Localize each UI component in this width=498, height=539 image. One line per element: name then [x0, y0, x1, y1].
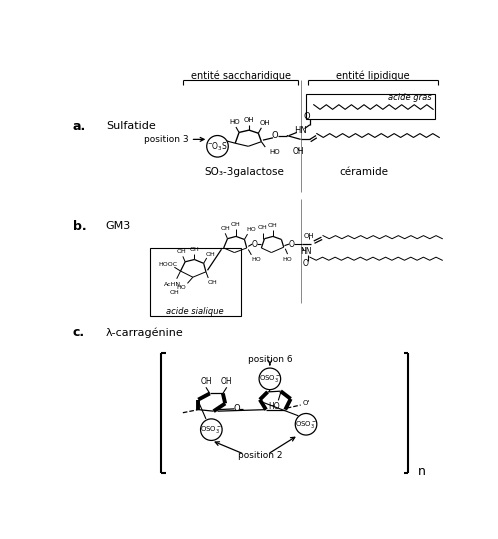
Text: OH: OH: [190, 247, 199, 252]
Text: n: n: [418, 465, 426, 478]
Text: céramide: céramide: [339, 168, 388, 177]
Text: HO: HO: [247, 227, 256, 232]
Text: position 2: position 2: [238, 451, 282, 460]
Text: OH: OH: [292, 147, 304, 156]
Text: OH: OH: [304, 233, 314, 239]
Text: HO: HO: [176, 285, 186, 289]
Text: λ-carragénine: λ-carragénine: [106, 327, 184, 338]
Text: entité lipidique: entité lipidique: [336, 70, 410, 81]
Text: O': O': [302, 400, 309, 406]
Text: c.: c.: [73, 326, 85, 339]
Text: HO: HO: [268, 402, 280, 411]
Text: a.: a.: [73, 120, 86, 133]
Text: Sulfatide: Sulfatide: [106, 121, 155, 132]
Text: OH: OH: [244, 117, 254, 123]
Text: position 6: position 6: [248, 355, 292, 364]
Text: HN: HN: [300, 247, 312, 256]
Text: OH: OH: [169, 290, 179, 295]
Circle shape: [295, 413, 317, 435]
Text: acide gras: acide gras: [388, 93, 432, 102]
Text: SO₃-3galactose: SO₃-3galactose: [205, 168, 284, 177]
Text: O: O: [234, 404, 240, 413]
Text: OH: OH: [259, 120, 270, 126]
Text: OH: OH: [200, 377, 212, 385]
Text: OH: OH: [207, 280, 217, 285]
Text: position 3: position 3: [143, 135, 188, 144]
Text: OH: OH: [220, 226, 230, 231]
Circle shape: [259, 368, 281, 390]
Text: HN: HN: [294, 126, 307, 135]
Text: HO: HO: [251, 257, 261, 262]
Text: HO: HO: [229, 120, 240, 126]
Text: O: O: [288, 240, 294, 248]
Text: $\mathregular{OSO_3^-}$: $\mathregular{OSO_3^-}$: [259, 374, 281, 384]
Text: OH: OH: [268, 223, 278, 228]
Text: acide sialique: acide sialique: [165, 307, 223, 315]
Text: OH: OH: [258, 225, 268, 230]
Text: O: O: [272, 131, 278, 140]
Text: OH: OH: [231, 223, 241, 227]
Text: entité saccharidique: entité saccharidique: [191, 70, 291, 81]
Text: GM3: GM3: [106, 222, 131, 231]
Circle shape: [201, 419, 222, 440]
Text: HO: HO: [269, 149, 280, 155]
Text: $\mathregular{^{-}O_3S}$: $\mathregular{^{-}O_3S}$: [207, 140, 228, 153]
Text: AcHN: AcHN: [164, 282, 181, 287]
Text: OH: OH: [221, 377, 233, 385]
Text: HOOC: HOOC: [158, 262, 177, 267]
Bar: [306, 94, 435, 119]
Text: O: O: [303, 112, 310, 121]
Text: O: O: [303, 259, 309, 268]
Text: $\mathregular{OSO_3^-}$: $\mathregular{OSO_3^-}$: [200, 424, 222, 435]
Text: OH: OH: [206, 252, 216, 257]
Text: OH: OH: [176, 250, 186, 254]
Bar: [150, 248, 241, 316]
Text: HO: HO: [282, 257, 292, 262]
Text: $\mathregular{OSO_3^-}$: $\mathregular{OSO_3^-}$: [295, 419, 317, 430]
Text: O: O: [251, 240, 257, 248]
Circle shape: [207, 135, 228, 157]
Text: b.: b.: [73, 220, 86, 233]
